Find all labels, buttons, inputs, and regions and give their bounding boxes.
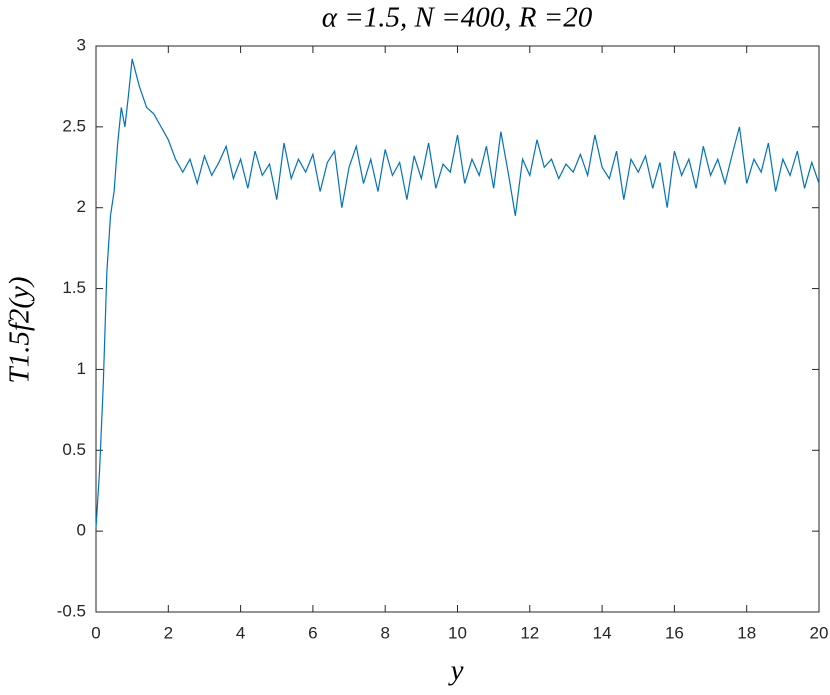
y-tick-label: -0.5 <box>57 601 86 620</box>
y-tick-label: 1.5 <box>62 278 86 297</box>
x-tick-label: 4 <box>236 623 245 642</box>
y-tick-label: 2 <box>77 197 86 216</box>
y-tick-label: 1 <box>77 359 86 378</box>
x-tick-label: 0 <box>91 623 100 642</box>
x-tick-label: 16 <box>665 623 684 642</box>
x-tick-label: 10 <box>448 623 467 642</box>
x-tick-label: 14 <box>593 623 612 642</box>
y-tick-label: 0.5 <box>62 440 86 459</box>
x-tick-label: 8 <box>380 623 389 642</box>
x-tick-label: 20 <box>810 623 829 642</box>
x-tick-label: 18 <box>737 623 756 642</box>
data-line <box>95 58 820 528</box>
x-axis-label: y <box>448 655 464 687</box>
x-tick-label: 12 <box>520 623 539 642</box>
chart-title: α =1.5, N =400, R =20 <box>322 2 593 34</box>
y-tick-label: 3 <box>77 35 86 54</box>
x-tick-label: 6 <box>308 623 317 642</box>
y-tick-label: 0 <box>77 521 86 540</box>
x-tick-label: 2 <box>164 623 173 642</box>
y-axis-label: T1.5f2(y) <box>4 276 36 383</box>
y-tick-label: 2.5 <box>62 116 86 135</box>
